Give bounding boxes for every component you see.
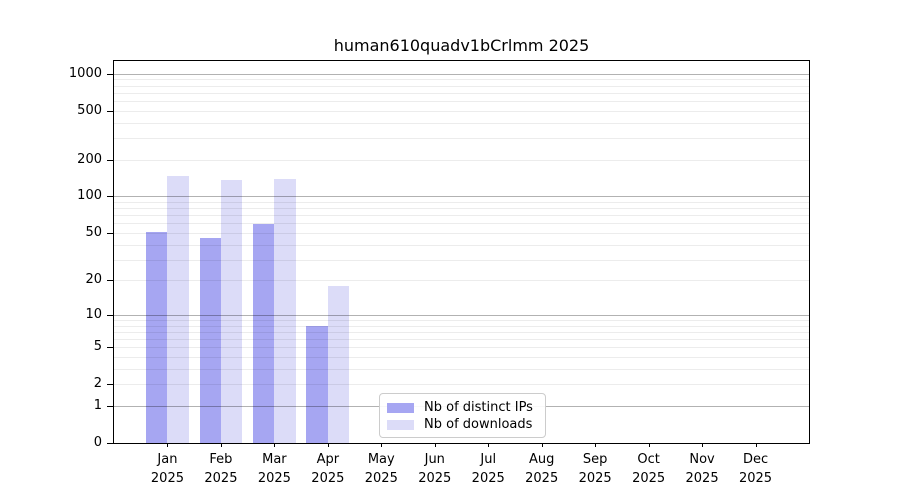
x-tick-year-apr: 2025 — [311, 471, 345, 486]
x-tick-label-dec: Dec 2025 — [724, 450, 788, 488]
x-tick-year-dec: 2025 — [738, 471, 773, 486]
gridline-50 — [114, 232, 809, 234]
x-tick-mark-oct — [648, 443, 650, 447]
x-tick-label-aug: Aug 2025 — [510, 450, 574, 488]
minor-gridline-700 — [114, 92, 809, 94]
x-tick-year-nov: 2025 — [685, 471, 719, 486]
x-tick-mark-dec — [755, 443, 757, 447]
y-tick-mark-5 — [107, 347, 113, 349]
x-tick-label-apr: Apr 2025 — [296, 450, 360, 488]
minor-gridline-600 — [114, 101, 809, 102]
x-tick-mark-jun — [434, 443, 436, 447]
minor-gridline-400 — [114, 122, 809, 124]
x-tick-mark-jul — [488, 443, 490, 447]
bar-distinct-ips-feb — [199, 238, 221, 443]
bar-downloads-mar — [274, 178, 296, 443]
y-tick-mark-2 — [107, 384, 113, 386]
minor-gridline-800 — [114, 85, 809, 87]
minor-gridline-90 — [114, 201, 809, 203]
minor-gridline-70 — [114, 215, 809, 217]
y-tick-label-1000: 1000 — [68, 65, 102, 81]
x-tick-label-jan: Jan 2025 — [135, 450, 199, 488]
gridline-200 — [114, 159, 809, 161]
minor-gridline-60 — [114, 223, 809, 225]
y-tick-mark-50 — [107, 232, 113, 234]
y-tick-mark-1 — [107, 405, 113, 407]
x-tick-year-feb: 2025 — [204, 471, 238, 486]
y-tick-label-50: 50 — [85, 224, 102, 240]
x-tick-label-jul: Jul 2025 — [456, 450, 520, 488]
x-tick-label-jun: Jun 2025 — [403, 450, 467, 488]
x-tick-label-mar: Mar 2025 — [242, 450, 306, 488]
x-tick-year-oct: 2025 — [632, 471, 666, 486]
y-tick-label-200: 200 — [77, 151, 102, 167]
x-tick-mark-feb — [220, 443, 222, 447]
x-tick-label-oct: Oct 2025 — [617, 450, 681, 488]
y-tick-label-2: 2 — [93, 376, 102, 392]
x-tick-year-sep: 2025 — [578, 471, 612, 486]
minor-gridline-900 — [114, 79, 809, 81]
x-tick-year-mar: 2025 — [257, 471, 291, 486]
y-tick-mark-1000 — [107, 73, 113, 75]
y-tick-label-0: 0 — [93, 435, 102, 450]
bar-downloads-jan — [167, 175, 189, 443]
x-tick-year-jun: 2025 — [418, 471, 452, 486]
y-tick-mark-500 — [107, 110, 113, 112]
x-tick-year-jul: 2025 — [471, 471, 505, 486]
y-tick-label-500: 500 — [77, 102, 102, 118]
plot-area — [113, 60, 810, 444]
y-tick-mark-200 — [107, 159, 113, 161]
y-tick-label-100: 100 — [77, 188, 102, 204]
legend: Nb of distinct IPs Nb of downloads — [379, 393, 546, 438]
y-tick-mark-0 — [107, 443, 113, 444]
y-tick-label-20: 20 — [85, 272, 102, 288]
x-tick-mark-may — [381, 443, 383, 447]
x-tick-label-feb: Feb 2025 — [189, 450, 253, 488]
x-tick-year-may: 2025 — [364, 471, 398, 486]
x-tick-mark-jan — [167, 443, 169, 447]
legend-swatch-downloads — [387, 419, 414, 430]
x-tick-mark-nov — [702, 443, 704, 447]
gridline-1000 — [114, 73, 809, 75]
legend-swatch-distinct-ips — [387, 402, 414, 413]
y-tick-mark-20 — [107, 280, 113, 282]
gridline-100 — [114, 196, 809, 198]
y-tick-label-1: 1 — [93, 397, 102, 413]
x-tick-mark-apr — [327, 443, 329, 447]
x-tick-mark-aug — [541, 443, 543, 447]
gridline-500 — [114, 110, 809, 112]
x-tick-mark-mar — [274, 443, 276, 447]
bar-distinct-ips-apr — [306, 325, 328, 443]
y-tick-mark-10 — [107, 314, 113, 316]
bar-downloads-apr — [327, 285, 350, 443]
y-tick-label-10: 10 — [85, 306, 102, 322]
minor-gridline-80 — [114, 208, 809, 210]
x-tick-year-jan: 2025 — [150, 471, 184, 486]
legend-label-distinct-ips: Nb of distinct IPs — [424, 400, 533, 415]
x-tick-year-aug: 2025 — [525, 471, 559, 486]
x-tick-label-nov: Nov 2025 — [670, 450, 734, 488]
chart-title: human610quadv1bCrlmm 2025 — [333, 36, 590, 55]
legend-item-distinct-ips: Nb of distinct IPs — [387, 399, 545, 416]
bar-distinct-ips-jan — [146, 231, 168, 443]
minor-gridline-300 — [114, 138, 809, 139]
y-tick-label-5: 5 — [93, 339, 102, 355]
x-tick-mark-sep — [595, 443, 597, 447]
x-tick-label-may: May 2025 — [349, 450, 413, 488]
legend-item-downloads: Nb of downloads — [387, 416, 545, 433]
bar-distinct-ips-mar — [252, 224, 275, 443]
y-tick-mark-100 — [107, 196, 113, 198]
bar-downloads-feb — [220, 180, 243, 443]
x-tick-label-sep: Sep 2025 — [563, 450, 627, 488]
legend-label-downloads: Nb of downloads — [424, 417, 533, 432]
